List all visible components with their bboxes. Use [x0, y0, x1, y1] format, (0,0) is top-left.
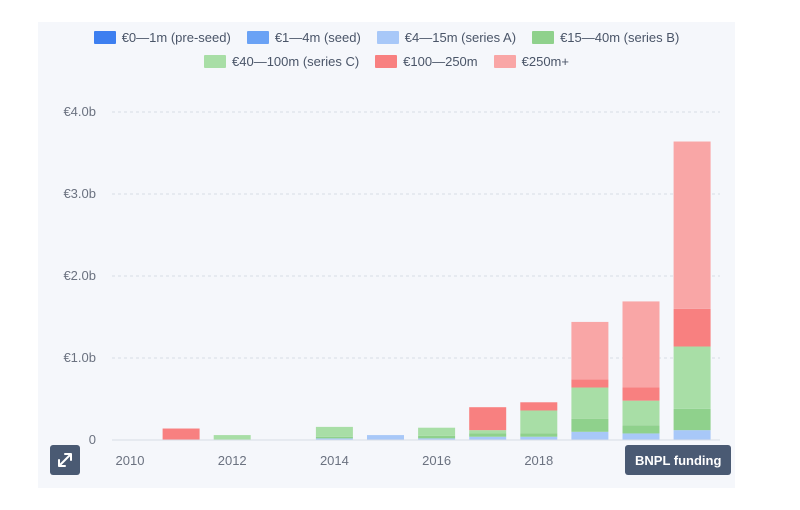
legend-label: €40—100m (series C)	[232, 54, 360, 69]
bar-segment[interactable]	[673, 308, 711, 347]
bar-segment[interactable]	[673, 346, 711, 409]
x-tick-label: 2014	[320, 453, 349, 468]
x-tick-label: 2016	[422, 453, 451, 468]
bar-segment[interactable]	[315, 426, 353, 437]
bar-segment[interactable]	[571, 387, 609, 419]
bar-segment[interactable]	[571, 431, 609, 440]
legend-item-seed[interactable]: €1—4m (seed)	[246, 30, 361, 45]
y-tick-label: €2.0b	[63, 268, 96, 283]
bar-segment[interactable]	[418, 438, 456, 440]
bar-segment[interactable]	[469, 430, 507, 434]
legend-label: €100—250m	[403, 54, 478, 69]
bar-segment[interactable]	[571, 418, 609, 432]
legend-swatch	[375, 55, 398, 68]
bar-segment[interactable]	[673, 141, 711, 309]
bar-segment[interactable]	[469, 407, 507, 431]
legend-swatch	[493, 55, 516, 68]
y-tick-label: €4.0b	[63, 104, 96, 119]
bar-segment[interactable]	[520, 410, 558, 434]
legend-item-pre-seed[interactable]: €0—1m (pre-seed)	[93, 30, 231, 45]
y-tick-label: €3.0b	[63, 186, 96, 201]
grid	[112, 111, 720, 359]
chart-card	[38, 22, 735, 488]
legend-swatch	[204, 55, 227, 68]
legend-label: €1—4m (seed)	[274, 30, 361, 45]
bar-segment[interactable]	[622, 400, 660, 426]
source-badge[interactable]: BNPL funding	[625, 445, 732, 475]
legend-label: €0—1m (pre-seed)	[121, 30, 231, 45]
expand-icon	[58, 453, 72, 467]
bar-segment[interactable]	[622, 387, 660, 401]
legend-swatch	[376, 31, 399, 44]
bar-segment[interactable]	[673, 408, 711, 431]
bar-segment[interactable]	[520, 402, 558, 411]
legend-item-250m-plus[interactable]: €250m+	[493, 54, 569, 69]
bar-segment[interactable]	[571, 321, 609, 380]
bar-segment[interactable]	[622, 301, 660, 388]
legend-item-series-c[interactable]: €40—100m (series C)	[204, 54, 359, 69]
bar-segment[interactable]	[673, 430, 711, 440]
y-tick-label: 0	[89, 432, 96, 447]
bars	[162, 141, 711, 440]
legend-swatch	[93, 31, 116, 44]
legend-label: €4—15m (series A)	[404, 30, 517, 45]
bar-segment[interactable]	[469, 433, 507, 437]
bar-segment[interactable]	[469, 436, 507, 440]
legend-row: €40—100m (series C) €100—250m €250m+	[38, 54, 735, 69]
x-tick-label: 2010	[116, 453, 145, 468]
legend-label: €15—40m (series B)	[560, 30, 680, 45]
bar-segment[interactable]	[418, 427, 456, 436]
bar-segment[interactable]	[622, 433, 660, 440]
legend-swatch	[246, 31, 269, 44]
legend-item-series-a[interactable]: €4—15m (series A)	[376, 30, 517, 45]
legend-item-100-250m[interactable]: €100—250m	[375, 54, 478, 69]
bar-segment[interactable]	[418, 435, 456, 439]
axes: 0 €1.0b €2.0b €3.0b €4.0b 2010 2012 2014 2016 201…	[63, 104, 720, 468]
bar-segment[interactable]	[571, 379, 609, 388]
y-tick-label: €1.0b	[63, 350, 96, 365]
legend-label: €250m+	[521, 54, 569, 69]
bar-segment[interactable]	[213, 435, 251, 440]
legend-swatch	[532, 31, 555, 44]
legend: €0—1m (pre-seed) €1—4m (seed) €4—15m (se…	[38, 30, 735, 78]
bar-segment[interactable]	[315, 436, 353, 439]
bar-segment[interactable]	[162, 428, 200, 440]
x-tick-label: 2018	[524, 453, 553, 468]
bar-segment[interactable]	[622, 425, 660, 434]
bar-segment[interactable]	[520, 436, 558, 440]
expand-button[interactable]	[50, 445, 80, 475]
x-tick-label: 2012	[218, 453, 247, 468]
bar-segment[interactable]	[520, 433, 558, 437]
bar-segment[interactable]	[315, 438, 353, 440]
bar-segment[interactable]	[367, 435, 404, 440]
legend-row: €0—1m (pre-seed) €1—4m (seed) €4—15m (se…	[38, 30, 735, 45]
legend-item-series-b[interactable]: €15—40m (series B)	[532, 30, 679, 45]
